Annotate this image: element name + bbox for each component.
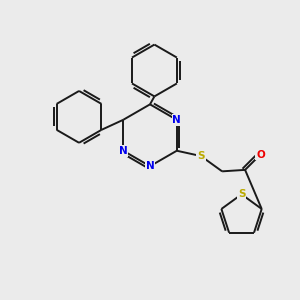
Text: N: N [172,115,181,125]
Text: O: O [256,150,265,160]
Text: N: N [146,161,154,171]
Text: S: S [238,189,245,199]
Text: S: S [197,151,205,161]
Text: N: N [119,146,128,156]
